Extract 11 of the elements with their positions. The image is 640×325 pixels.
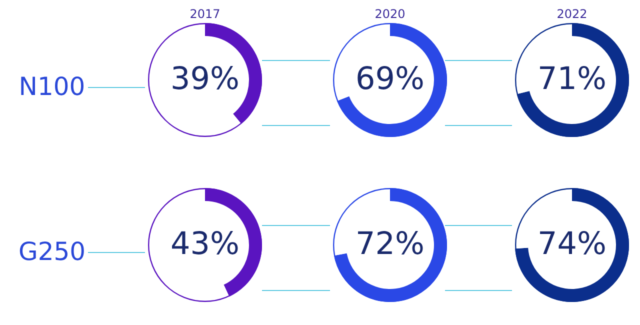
data-label: 69% (356, 61, 424, 97)
data-label: 39% (170, 61, 240, 97)
data-label: 72% (356, 226, 424, 262)
data-label: 43% (170, 226, 240, 262)
chart-title: 2022 (556, 7, 588, 21)
chart-title: 2017 (190, 7, 220, 21)
text: N100 (18, 72, 86, 101)
data-label: 71% (538, 61, 606, 97)
data-label: 74% (538, 226, 606, 262)
chart-title: 2020 (374, 7, 406, 21)
text: G250 (18, 237, 86, 266)
